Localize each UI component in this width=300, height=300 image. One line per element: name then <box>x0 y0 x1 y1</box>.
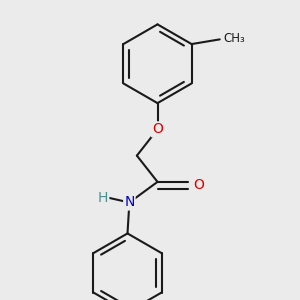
Text: H: H <box>98 191 108 205</box>
Text: CH₃: CH₃ <box>224 32 245 45</box>
Text: O: O <box>152 122 163 136</box>
Text: N: N <box>124 196 135 209</box>
Text: O: O <box>193 178 204 193</box>
